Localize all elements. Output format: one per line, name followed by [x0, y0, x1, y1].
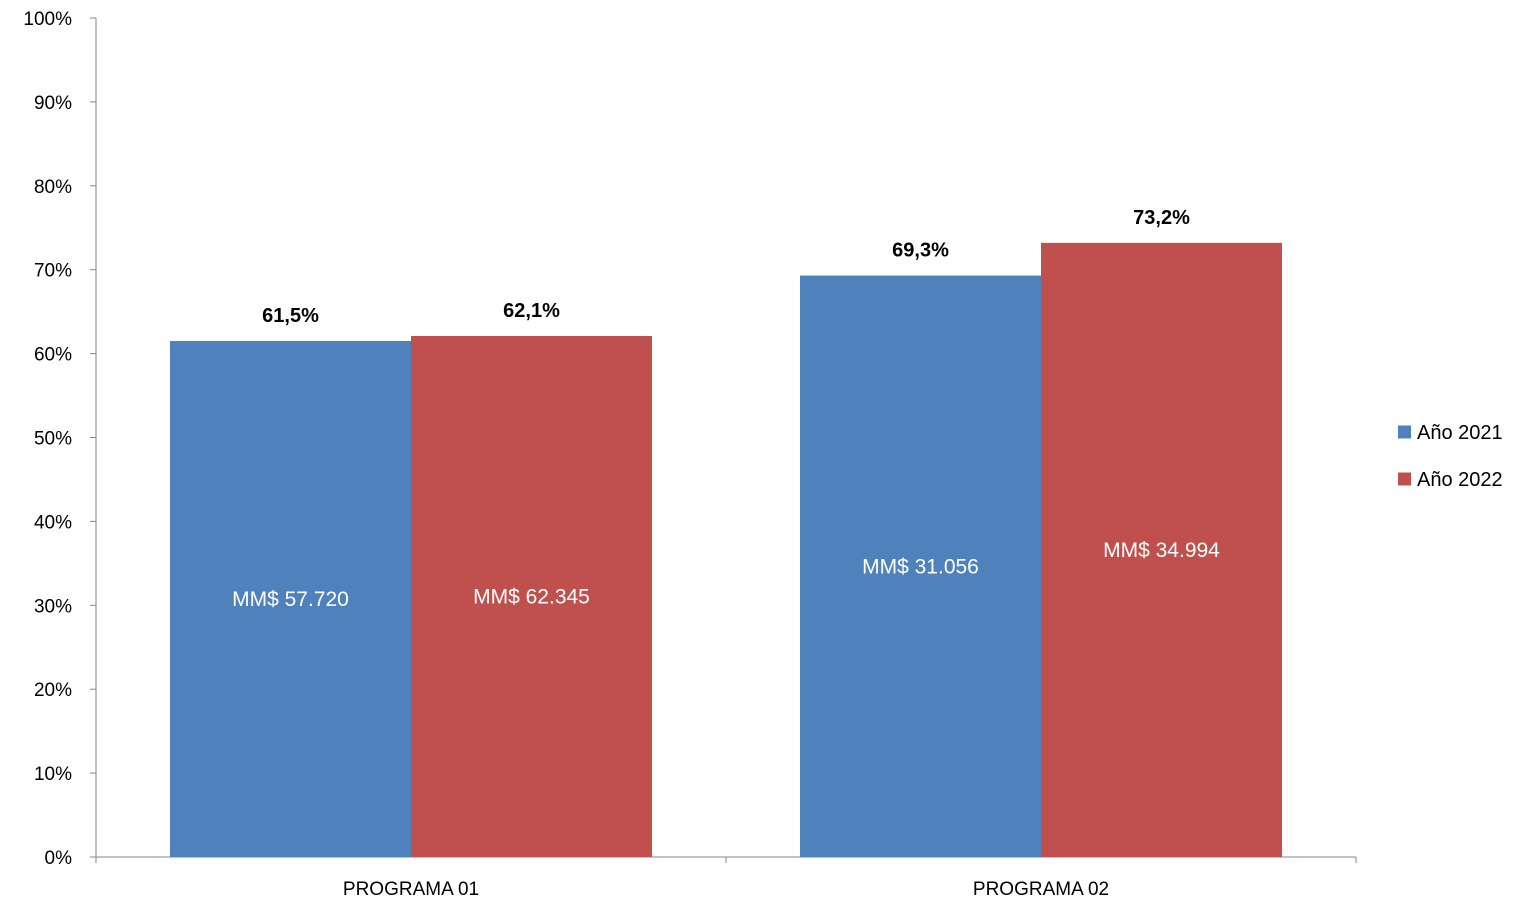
bar: [170, 341, 411, 857]
data-labels: 61,5% MM$ 57.720 62,1% MM$ 62.345 69,3% MM$ 3…: [232, 207, 1220, 611]
y-tick-label: 70%: [34, 261, 72, 282]
y-tick-label: 10%: [34, 764, 72, 785]
y-tick-label: 60%: [34, 345, 72, 366]
bar-value-label: 62,1%: [503, 300, 560, 322]
y-tick-label: 40%: [34, 512, 72, 533]
y-tick-label: 50%: [34, 429, 72, 450]
bar-amount-label: MM$ 57.720: [232, 588, 349, 611]
y-axis: 0% 10% 20% 30% 40% 50% 60% 70% 80% 90% 100%: [23, 9, 97, 869]
x-category-label: PROGRAMA 02: [973, 879, 1109, 900]
legend: Año 2021 Año 2022: [1398, 422, 1503, 491]
bar: [1041, 242, 1282, 858]
y-tick-label: 80%: [34, 177, 72, 198]
bar-value-label: 69,3%: [892, 240, 949, 262]
bar-value-label: 61,5%: [262, 305, 319, 327]
bar-amount-label: MM$ 34.994: [1103, 539, 1220, 562]
y-tick-label: 0%: [45, 848, 73, 869]
y-tick-label: 30%: [34, 596, 72, 617]
x-category-label: PROGRAMA 01: [343, 879, 479, 900]
bar-value-label: 73,2%: [1133, 207, 1190, 229]
bars: [170, 242, 1282, 858]
x-axis: PROGRAMA 01 PROGRAMA 02: [95, 856, 1357, 900]
legend-swatch: [1398, 425, 1411, 439]
bar: [411, 335, 652, 858]
legend-label: Año 2022: [1417, 469, 1503, 491]
y-tick-label: 90%: [34, 93, 72, 114]
legend-swatch: [1398, 472, 1411, 486]
bar: [800, 275, 1041, 857]
legend-label: Año 2021: [1417, 422, 1503, 444]
y-tick-label: 100%: [23, 9, 72, 30]
bar-amount-label: MM$ 31.056: [862, 555, 979, 578]
y-tick-label: 20%: [34, 680, 72, 701]
bar-amount-label: MM$ 62.345: [473, 585, 590, 608]
